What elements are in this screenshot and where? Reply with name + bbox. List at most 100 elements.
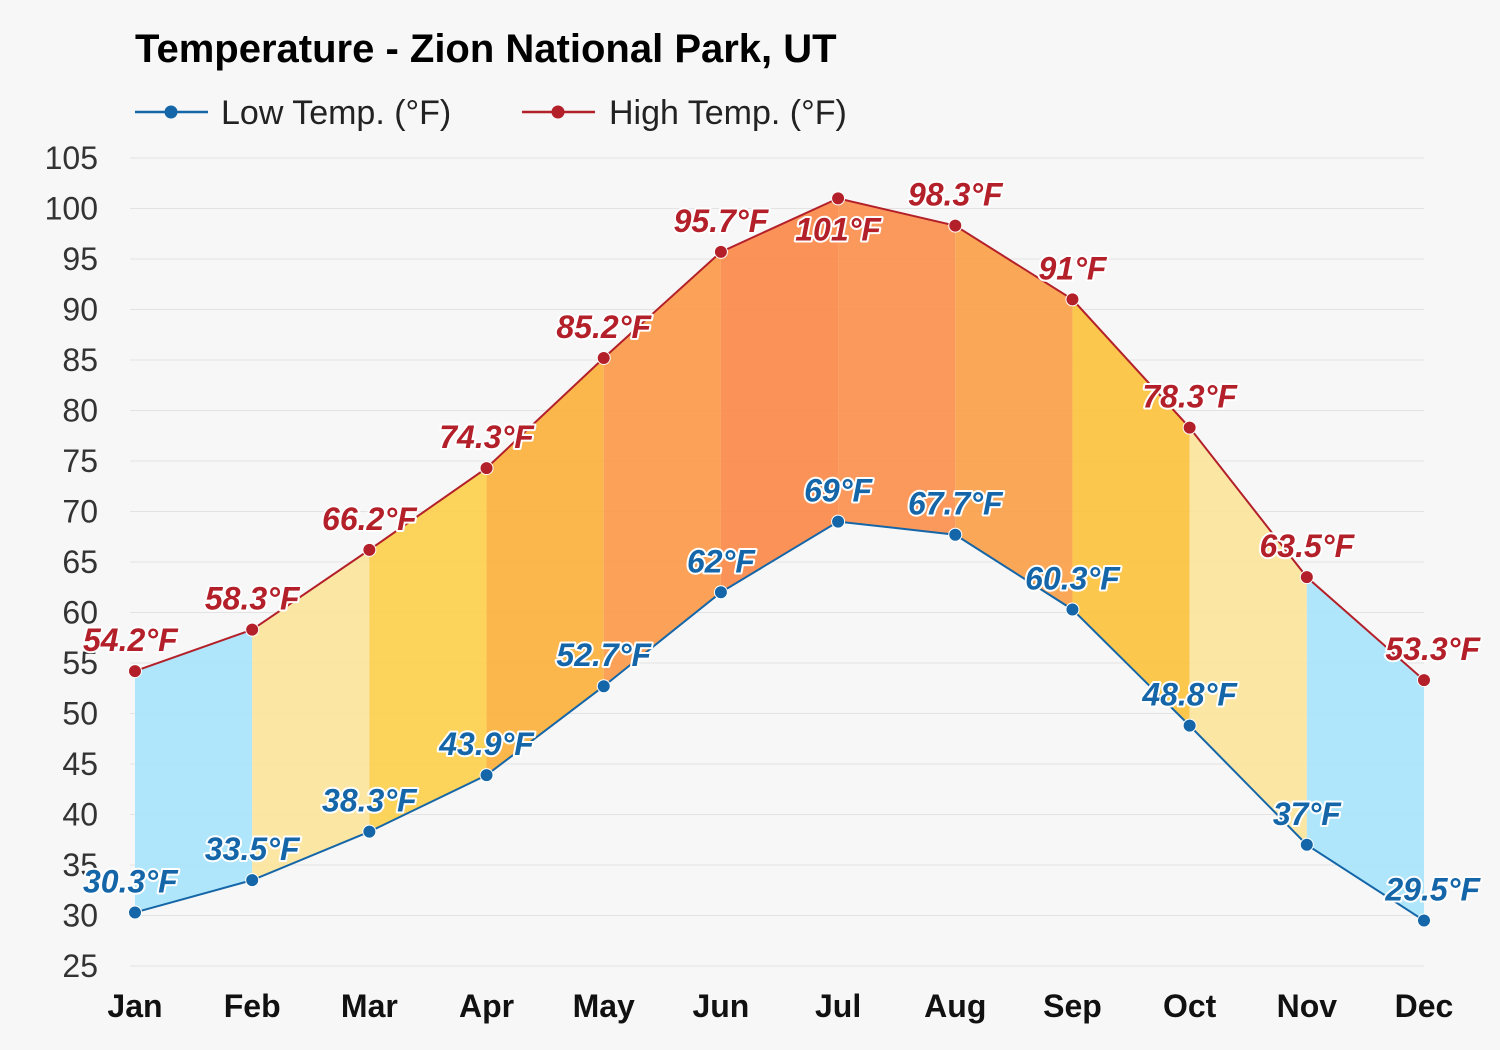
low-temp-data-label: 29.5°F	[1384, 872, 1481, 908]
range-band-nov	[1306, 577, 1424, 921]
chart-title: Temperature - Zion National Park, UT	[135, 27, 837, 71]
high-temp-data-label: 58.3°F	[205, 581, 301, 617]
low-temp-data-label: 69°F	[804, 473, 873, 509]
high-temp-data-label: 95.7°F	[674, 203, 770, 239]
range-band-jul	[838, 198, 956, 535]
range-band-jan	[135, 629, 253, 913]
y-tick-label: 40	[62, 797, 98, 833]
low-temp-data-label: 60.3°F	[1025, 560, 1121, 596]
y-tick-label: 45	[62, 746, 98, 782]
range-band-oct	[1189, 427, 1307, 845]
low-temp-point	[362, 824, 377, 839]
range-band-may	[603, 251, 721, 687]
low-temp-data-label: 43.9°F	[438, 726, 535, 762]
high-temp-point	[245, 622, 260, 637]
legend-high-label: High Temp. (°F)	[609, 94, 847, 132]
high-temp-point	[479, 461, 494, 476]
high-temp-data-label: 54.2°F	[83, 622, 179, 658]
y-tick-label: 55	[62, 645, 98, 681]
low-temp-data-label: 33.5°F	[205, 831, 301, 867]
range-band-jun	[720, 198, 839, 593]
high-temp-point	[713, 244, 728, 259]
series-points	[128, 191, 1431, 928]
range-bands	[135, 198, 1424, 921]
range-band-apr	[486, 357, 604, 776]
x-tick-label: Nov	[1277, 988, 1338, 1024]
x-tick-label: Jul	[815, 988, 861, 1024]
y-axis-ticks: 25 30 35 40 45 50 55 60 65 70 75 80 85 90 95 100 105	[45, 140, 98, 984]
y-tick-label: 100	[45, 191, 98, 227]
x-tick-label: Oct	[1163, 988, 1217, 1024]
y-tick-label: 80	[62, 393, 98, 429]
x-tick-label: May	[573, 988, 635, 1024]
low-temp-point	[831, 514, 846, 529]
high-temp-point	[128, 664, 142, 679]
x-tick-label: Jun	[692, 988, 749, 1024]
y-tick-label: 95	[62, 241, 98, 277]
low-temp-point	[1417, 913, 1431, 928]
legend-high-swatch-dot	[551, 105, 565, 119]
low-temp-data-label: 52.7°F	[556, 637, 652, 673]
x-tick-label: Mar	[341, 988, 398, 1024]
y-tick-label: 25	[62, 948, 98, 984]
high-temp-point	[596, 350, 611, 365]
low-temp-data-label: 37°F	[1273, 796, 1342, 832]
x-tick-label: Aug	[924, 988, 986, 1024]
range-band-sep	[1072, 299, 1190, 726]
low-temp-point	[1065, 602, 1080, 617]
y-tick-label: 70	[62, 494, 98, 530]
legend-item-high[interactable]: High Temp. (°F)	[522, 94, 847, 132]
high-temp-point	[1417, 673, 1431, 688]
high-temp-data-label: 101°F	[795, 211, 882, 247]
y-tick-label: 50	[62, 696, 98, 732]
high-temp-point	[362, 542, 377, 557]
low-temp-point	[245, 873, 260, 888]
low-temp-point	[596, 679, 611, 694]
data-labels: 30.3°F 33.5°F 38.3°F 43.9°F 52.7°F 62°F 69°F 67…	[81, 175, 1483, 910]
y-tick-label: 90	[62, 292, 98, 328]
series-lines	[134, 197, 1425, 922]
legend-low-label: Low Temp. (°F)	[221, 94, 451, 132]
low-temp-point	[713, 585, 728, 600]
y-tick-label: 30	[62, 898, 98, 934]
y-tick-label: 60	[62, 595, 98, 631]
low-temp-point	[128, 905, 142, 920]
high-temp-line	[134, 197, 1425, 681]
low-temp-point	[1182, 718, 1197, 733]
y-tick-label: 85	[62, 342, 98, 378]
range-band-mar	[369, 468, 487, 832]
high-temp-point	[948, 218, 963, 233]
low-temp-data-label: 30.3°F	[83, 863, 179, 899]
high-temp-data-label: 78.3°F	[1142, 379, 1238, 415]
x-tick-label: Dec	[1395, 988, 1454, 1024]
low-temp-point	[479, 768, 494, 783]
y-tick-label: 105	[45, 140, 98, 176]
range-band-feb	[252, 549, 370, 881]
x-tick-label: Apr	[459, 988, 514, 1024]
high-temp-data-label: 53.3°F	[1385, 631, 1481, 667]
high-temp-point	[1065, 292, 1080, 307]
x-tick-label: Jan	[107, 988, 162, 1024]
low-temp-data-label: 48.8°F	[1141, 677, 1238, 713]
legend: Low Temp. (°F) High Temp. (°F)	[135, 94, 847, 132]
range-band-aug	[955, 225, 1073, 610]
high-temp-data-label: 63.5°F	[1260, 528, 1356, 564]
low-temp-point	[1299, 837, 1314, 852]
high-temp-point	[1182, 420, 1197, 435]
low-temp-data-label: 38.3°F	[322, 783, 418, 819]
high-temp-data-label: 85.2°F	[556, 309, 652, 345]
low-temp-point	[948, 527, 963, 542]
high-temp-data-label: 66.2°F	[322, 501, 418, 537]
high-temp-point	[1299, 570, 1314, 585]
legend-low-swatch-dot	[164, 105, 178, 119]
x-axis-ticks: Jan Feb Mar Apr May Jun Jul Aug Sep Oct Nov Dec	[107, 988, 1453, 1024]
low-temp-data-label: 62°F	[687, 543, 756, 579]
high-temp-data-label: 98.3°F	[908, 177, 1004, 213]
y-tick-label: 35	[62, 847, 98, 883]
x-tick-label: Feb	[224, 988, 281, 1024]
high-temp-point	[831, 191, 846, 206]
legend-item-low[interactable]: Low Temp. (°F)	[135, 94, 451, 132]
low-temp-line	[134, 520, 1425, 922]
low-temp-data-label: 67.7°F	[908, 486, 1004, 522]
